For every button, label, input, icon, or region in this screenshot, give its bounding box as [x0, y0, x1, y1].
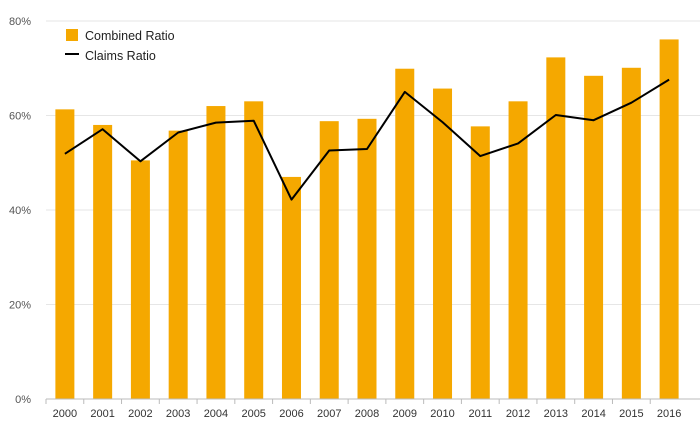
bar-combined-ratio-2002 [131, 160, 150, 399]
bar-combined-ratio-2003 [169, 131, 188, 399]
y-tick-label: 80% [9, 16, 31, 28]
x-tick-label-2010: 2010 [430, 408, 454, 420]
x-tick-label-2000: 2000 [53, 408, 77, 420]
x-tick-label-2009: 2009 [393, 408, 417, 420]
x-tick-label-2006: 2006 [279, 408, 303, 420]
bar-combined-ratio-2004 [206, 106, 225, 399]
x-tick-label-2004: 2004 [204, 408, 228, 420]
bar-combined-ratio-2013 [546, 57, 565, 399]
x-tick-label-2008: 2008 [355, 408, 379, 420]
x-tick-label-2007: 2007 [317, 408, 341, 420]
bar-layer [55, 39, 678, 399]
x-tick-label-2012: 2012 [506, 408, 530, 420]
bar-combined-ratio-2008 [358, 119, 377, 399]
bar-combined-ratio-2010 [433, 89, 452, 399]
y-tick-label: 60% [9, 111, 31, 123]
legend-label-combined-ratio: Combined Ratio [85, 29, 175, 43]
bar-combined-ratio-2011 [471, 126, 490, 399]
x-tick-label-2013: 2013 [544, 408, 568, 420]
x-tick-label-2002: 2002 [128, 408, 152, 420]
x-tick-label-2015: 2015 [619, 408, 643, 420]
legend-swatch-combined-ratio [66, 29, 78, 41]
x-tick-label-2005: 2005 [241, 408, 265, 420]
y-tick-label: 40% [9, 205, 31, 217]
bar-combined-ratio-2009 [395, 69, 414, 399]
bar-combined-ratio-2014 [584, 76, 603, 399]
bar-combined-ratio-2006 [282, 177, 301, 399]
legend: Combined Ratio Claims Ratio [65, 29, 175, 63]
legend-label-claims-ratio: Claims Ratio [85, 49, 156, 63]
bar-combined-ratio-2005 [244, 101, 263, 399]
x-tick-label-2001: 2001 [90, 408, 114, 420]
x-tick-label-2003: 2003 [166, 408, 190, 420]
bar-combined-ratio-2007 [320, 121, 339, 399]
x-tick-label-2016: 2016 [657, 408, 681, 420]
y-tick-label: 20% [9, 300, 31, 312]
x-tick-label-2011: 2011 [468, 408, 492, 420]
bar-combined-ratio-2001 [93, 125, 112, 399]
y-tick-label: 0% [15, 394, 31, 406]
x-tick-label-2014: 2014 [581, 408, 605, 420]
bar-combined-ratio-2015 [622, 68, 641, 399]
bar-combined-ratio-2016 [660, 39, 679, 399]
